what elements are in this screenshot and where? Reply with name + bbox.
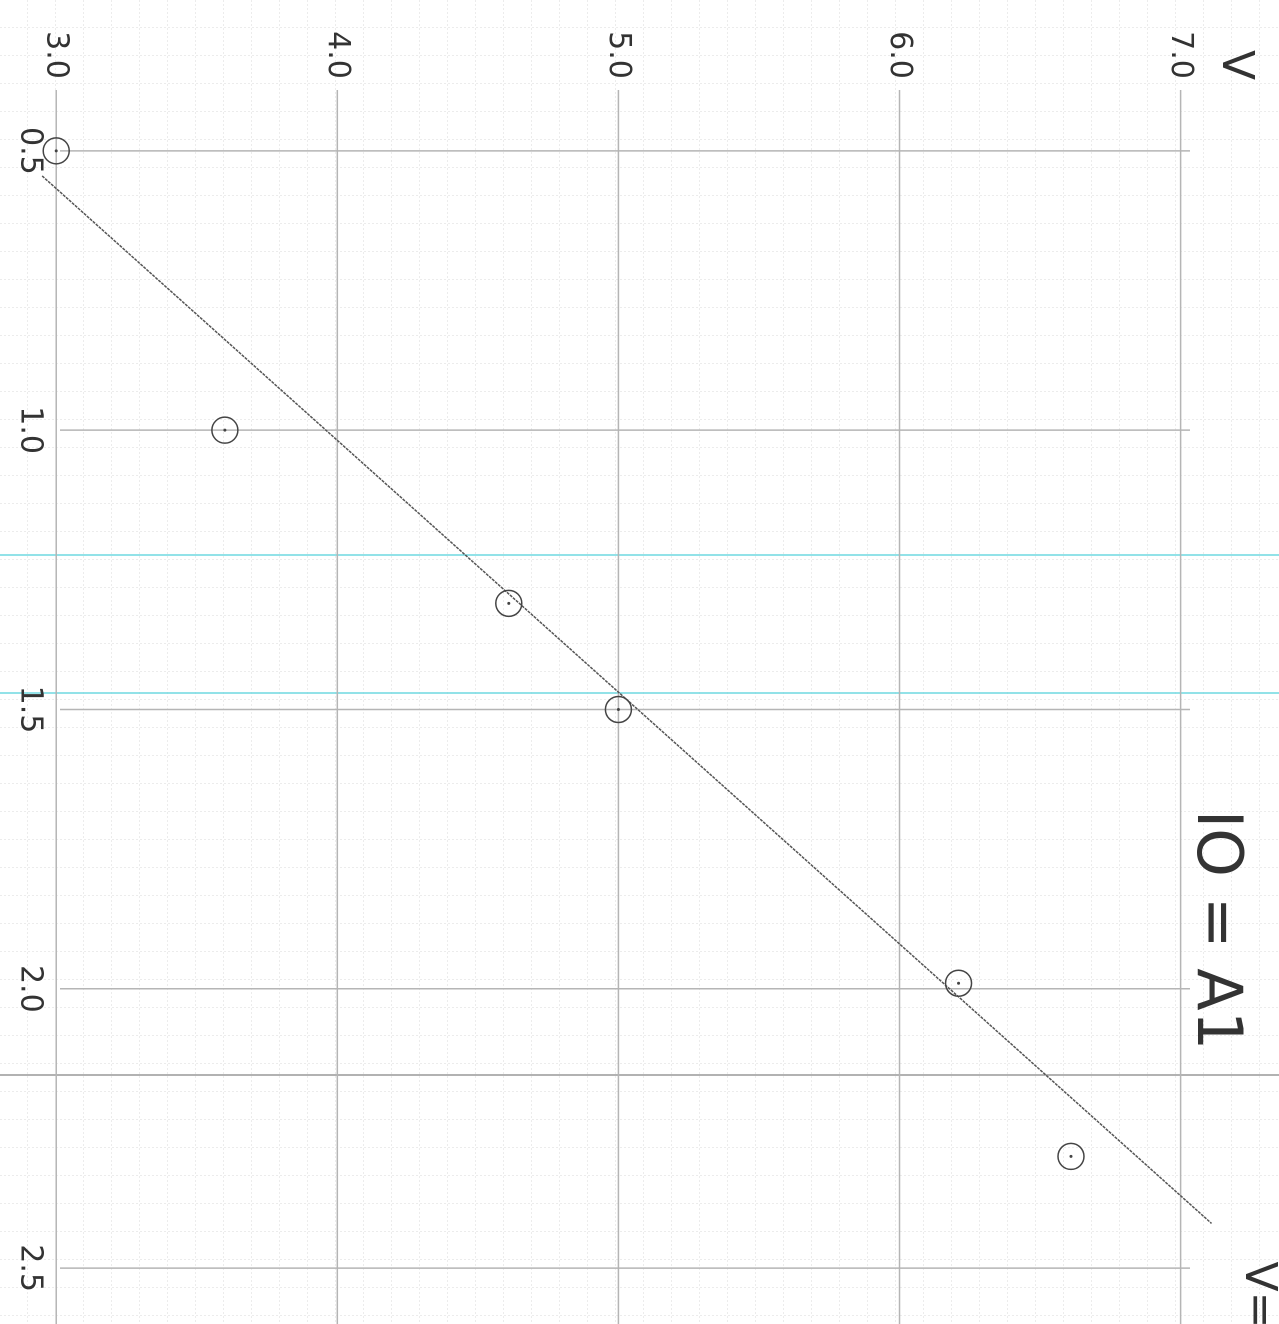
point-dot <box>957 982 960 985</box>
page: {"chart_data": {"type": "scatter", "x_la… <box>0 0 1279 1324</box>
x-tick-label: 3.0 <box>40 31 75 79</box>
x-tick-label: 5.0 <box>602 31 637 79</box>
point-dot <box>55 149 58 152</box>
chart: V IO = A1 V= 3.04.05.06.07.00.51.01.52.0… <box>0 0 1279 1324</box>
x-tick-label: 7.0 <box>1164 31 1199 79</box>
x-tick-label: 4.0 <box>321 31 356 79</box>
point-dot <box>1069 1155 1072 1158</box>
y-tick-label: 2.0 <box>14 965 49 1013</box>
point-dot <box>617 708 620 711</box>
point-dot <box>507 602 510 605</box>
x-axis-label: V <box>1212 50 1263 80</box>
y-tick-label: 1.5 <box>14 686 49 734</box>
graph-paper <box>0 0 1279 1324</box>
point-dot <box>223 429 226 432</box>
y-tick-label: 1.0 <box>14 406 49 454</box>
annotation: V= <box>1235 1262 1279 1324</box>
y-tick-label: 2.5 <box>14 1244 49 1292</box>
x-tick-label: 6.0 <box>883 31 918 79</box>
annotation: IO = A1 <box>1183 810 1256 1050</box>
